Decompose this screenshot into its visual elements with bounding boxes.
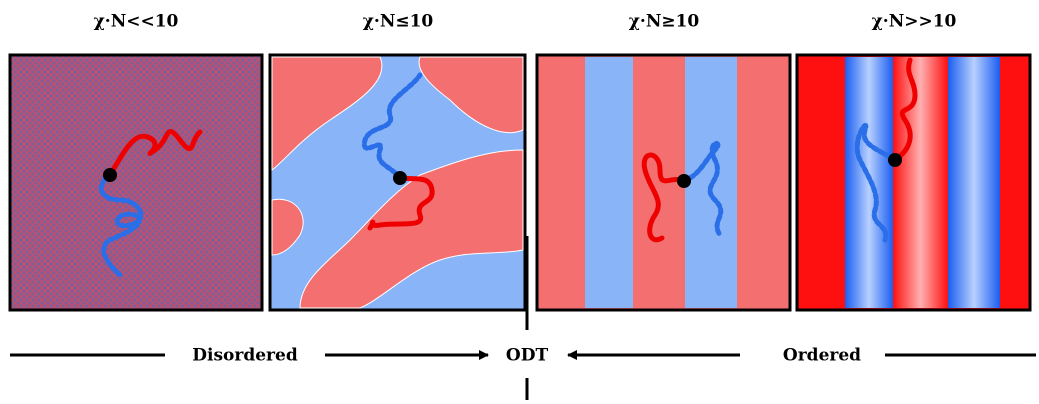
panel-strong-segregation (797, 55, 1030, 310)
panel-title: χ·N<<10 (94, 12, 179, 32)
disordered-label: Disordered (192, 346, 298, 366)
panel-title: χ·N≥10 (629, 12, 700, 32)
panel-lamellar (537, 55, 790, 310)
panel-title: χ·N≤10 (363, 12, 434, 32)
diagram: χ·N<<10 χ·N≤10 χ·N≥10 χ·N>>10 (0, 0, 1039, 404)
panel-weak-segregation (270, 55, 525, 310)
panel-disordered (10, 55, 262, 310)
ordered-label: Ordered (783, 346, 861, 366)
odt-label: ODT (506, 346, 549, 366)
panel-title: χ·N>>10 (872, 12, 957, 32)
